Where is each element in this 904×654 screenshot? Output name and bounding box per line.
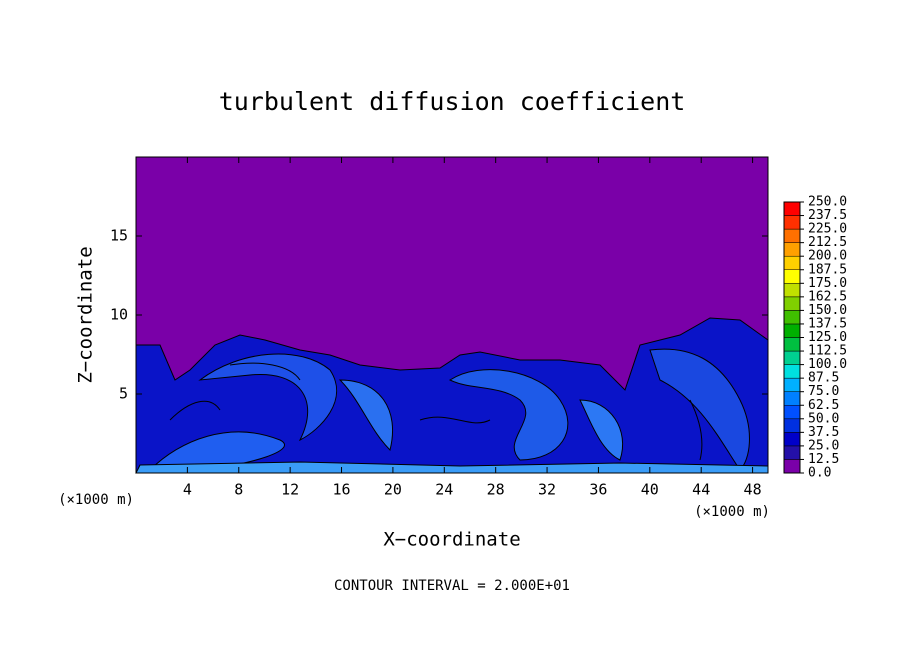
colorbar-tick-label: 0.0 — [808, 466, 831, 481]
colorbar-swatch — [783, 255, 801, 271]
colorbar-swatch — [783, 391, 801, 406]
colorbar-swatch — [783, 337, 801, 352]
colorbar-tick-label: 100.0 — [808, 357, 847, 372]
x-tick-label: 20 — [384, 481, 402, 499]
colorbar-tick-label: 250.0 — [808, 195, 847, 210]
y-tick-label: 15 — [110, 227, 128, 245]
x-unit-label: (×1000 m) — [58, 492, 134, 508]
colorbar-swatch — [783, 283, 801, 298]
colorbar-tick-label: 75.0 — [808, 384, 839, 399]
x-tick-label: 12 — [281, 481, 299, 499]
colorbar-tick-label: 187.5 — [808, 262, 847, 277]
colorbar-tick-label: 237.5 — [808, 208, 847, 223]
y-axis-label: Z−coordinate — [75, 246, 97, 383]
y-tick-label: 5 — [119, 385, 128, 403]
colorbar-frame — [783, 201, 801, 474]
contour-line — [169, 362, 703, 461]
x-tick-label: 28 — [487, 481, 505, 499]
x-tick-label: 16 — [332, 481, 350, 499]
y-tick-label: 10 — [110, 306, 128, 324]
x-tick-label: 8 — [234, 481, 243, 499]
colorbar-tick-label: 50.0 — [808, 411, 839, 426]
x-tick-label: 48 — [744, 481, 762, 499]
field-swirl — [338, 379, 394, 451]
colorbar-swatch — [783, 459, 801, 474]
colorbar-swatch — [783, 445, 801, 460]
x-axis-label: X−coordinate — [383, 529, 520, 551]
colorbar-swatch — [783, 350, 801, 365]
colorbar-tick-label: 225.0 — [808, 222, 847, 237]
x-tick-label: 40 — [641, 481, 659, 499]
field-swirl — [449, 369, 569, 461]
field-swirl — [649, 348, 750, 471]
colorbar-swatch — [783, 215, 801, 230]
colorbar-swatch — [783, 364, 801, 379]
x-tick-label: 24 — [435, 481, 453, 499]
x-unit-label: (×1000 m) — [694, 504, 770, 520]
x-tick-label: 44 — [692, 481, 710, 499]
colorbar-tick-label: 175.0 — [808, 276, 847, 291]
colorbar-swatch — [783, 242, 801, 257]
colorbar-tick-label: 137.5 — [808, 316, 847, 331]
footer-note: CONTOUR INTERVAL = 2.000E+01 — [334, 578, 570, 594]
colorbar-swatch — [783, 377, 801, 392]
x-tick-label: 4 — [183, 481, 192, 499]
field-swirl — [579, 399, 624, 461]
colorbar-tick-label: 162.5 — [808, 289, 847, 304]
colorbar-tick-label: 125.0 — [808, 330, 847, 345]
colorbar-swatch — [783, 323, 801, 338]
colorbar-tick-label: 150.0 — [808, 303, 847, 318]
colorbar-tick-label: 200.0 — [808, 249, 847, 264]
colorbar-swatch — [783, 228, 801, 243]
colorbar-tick-label: 37.5 — [808, 425, 839, 440]
colorbar-swatch — [783, 201, 801, 216]
chart-title: turbulent diffusion coefficient — [219, 87, 686, 116]
colorbar-swatch — [783, 432, 801, 447]
colorbar-swatch — [783, 296, 801, 311]
x-tick-label: 36 — [589, 481, 607, 499]
colorbar-tick-label: 12.5 — [808, 452, 839, 467]
colorbar-tick-label: 87.5 — [808, 371, 839, 386]
colorbar-swatch — [783, 310, 801, 325]
colorbar-tick-label: 212.5 — [808, 235, 847, 250]
colorbar-swatch — [783, 269, 801, 284]
colorbar-swatch — [783, 418, 801, 433]
contour-field — [135, 157, 769, 474]
colorbar-tick-label: 62.5 — [808, 398, 839, 413]
colorbar-tick-label: 25.0 — [808, 438, 839, 453]
field-swirl — [198, 353, 337, 442]
colorbar-swatch — [783, 405, 801, 420]
x-tick-label: 32 — [538, 481, 556, 499]
colorbar-tick-label: 112.5 — [808, 344, 847, 359]
